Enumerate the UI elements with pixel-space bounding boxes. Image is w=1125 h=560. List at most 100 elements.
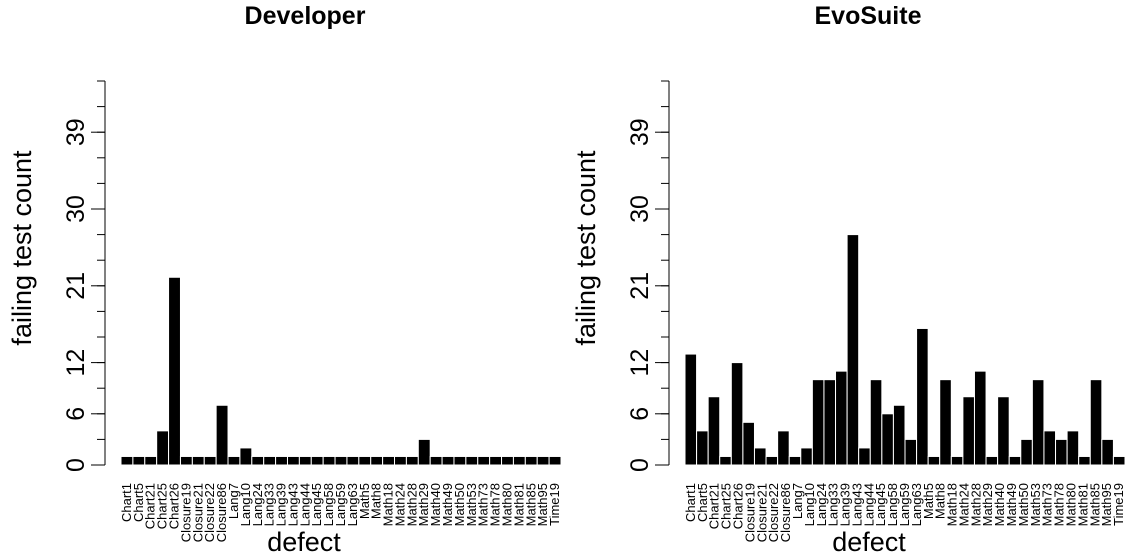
developer-x-tick-label: Lang43 bbox=[285, 483, 300, 526]
evosuite-chart-title: EvoSuite bbox=[815, 2, 922, 30]
developer-x-tick-label: Math18 bbox=[381, 483, 396, 526]
developer-x-tick-label: Chart26 bbox=[167, 483, 182, 529]
developer-bar bbox=[144, 455, 158, 466]
evosuite-bar bbox=[753, 447, 767, 466]
developer-y-tick-label: 6 bbox=[62, 407, 90, 421]
developer-x-tick-label: Math40 bbox=[428, 483, 443, 526]
developer-y-tick-label: 12 bbox=[62, 349, 90, 377]
evosuite-x-tick-label: Math29 bbox=[980, 483, 995, 526]
evosuite-bar bbox=[1101, 438, 1114, 466]
evosuite-x-tick-label: Math50 bbox=[1016, 483, 1031, 526]
evosuite-bar bbox=[950, 455, 964, 466]
developer-bar bbox=[203, 455, 217, 466]
evosuite-bar bbox=[997, 396, 1010, 466]
developer-y-tick-label: 39 bbox=[62, 118, 90, 146]
evosuite-bar bbox=[835, 370, 848, 466]
evosuite-bar bbox=[1031, 379, 1045, 466]
developer-bar bbox=[524, 455, 538, 466]
evosuite-x-tick-labels: Chart1Chart5Chart21Chart25Chart26Closure… bbox=[683, 483, 1125, 542]
evosuite-y-tick-label: 6 bbox=[626, 407, 654, 421]
evosuite-x-tick-label: Closure21 bbox=[754, 483, 769, 542]
developer-bar bbox=[239, 447, 253, 466]
developer-x-tick-label: Math24 bbox=[392, 483, 407, 526]
evosuite-bar bbox=[881, 413, 894, 466]
evosuite-x-tick-label: Chart26 bbox=[731, 483, 746, 529]
developer-bar bbox=[477, 455, 491, 466]
evosuite-x-tick-label: Chart25 bbox=[719, 483, 734, 529]
evosuite-bar bbox=[869, 379, 883, 466]
evosuite-bar bbox=[823, 379, 837, 466]
evosuite-x-tick-label: Chart1 bbox=[683, 483, 698, 522]
evosuite-x-tick-label: Lang44 bbox=[861, 483, 876, 526]
developer-bar bbox=[465, 455, 479, 466]
developer-x-tick-label: Chart1 bbox=[119, 483, 134, 522]
evosuite-x-tick-label: Math40 bbox=[992, 483, 1007, 526]
developer-bar bbox=[168, 276, 181, 466]
evosuite-x-tick-label: Chart21 bbox=[707, 483, 722, 529]
evosuite-bar bbox=[858, 447, 871, 466]
evosuite-y-axis: 0 6 12 21 30 39 bbox=[626, 80, 670, 472]
evosuite-y-tick-label: 39 bbox=[626, 118, 654, 146]
developer-bar bbox=[215, 404, 229, 466]
developer-bar bbox=[536, 455, 550, 466]
evosuite-x-tick-label: Closure86 bbox=[778, 483, 793, 542]
evosuite-x-tick-label: Math24 bbox=[956, 483, 971, 526]
developer-bar bbox=[251, 455, 265, 466]
developer-x-tick-label: Lang33 bbox=[262, 483, 277, 526]
evosuite-x-tick-label: Lang63 bbox=[909, 483, 924, 526]
developer-x-tick-label: Closure19 bbox=[178, 483, 193, 542]
developer-x-tick-label: Math85 bbox=[523, 483, 538, 526]
developer-chart-title: Developer bbox=[245, 2, 366, 30]
developer-panel: Developer failing test count defect 0 6 12… bbox=[7, 2, 562, 557]
evosuite-x-tick-label: Lang59 bbox=[897, 483, 912, 526]
developer-bar bbox=[120, 455, 134, 466]
evosuite-x-tick-label: Closure19 bbox=[742, 483, 757, 542]
evosuite-x-tick-label: Chart5 bbox=[695, 483, 710, 522]
developer-y-tick-label: 21 bbox=[62, 272, 90, 300]
evosuite-bar bbox=[939, 379, 952, 466]
evosuite-bar bbox=[800, 447, 813, 466]
developer-bar bbox=[263, 455, 277, 466]
developer-x-tick-label: Math95 bbox=[535, 483, 550, 526]
developer-bar bbox=[382, 455, 396, 466]
developer-x-tick-label: Chart25 bbox=[155, 483, 170, 529]
evosuite-x-tick-label: Lang24 bbox=[814, 483, 829, 526]
evosuite-y-tick-label: 30 bbox=[626, 195, 654, 223]
evosuite-y-tick-label: 12 bbox=[626, 349, 654, 377]
evosuite-y-axis-label: failing test count bbox=[571, 150, 601, 346]
evosuite-x-tick-label: Lang33 bbox=[826, 483, 841, 526]
developer-bars bbox=[120, 276, 562, 466]
evosuite-x-tick-label: Lang45 bbox=[873, 483, 888, 526]
developer-x-tick-labels: Chart1Chart5Chart21Chart25Chart26Closure… bbox=[119, 483, 562, 542]
evosuite-bar bbox=[707, 396, 721, 466]
evosuite-x-tick-label: Math53 bbox=[1028, 483, 1043, 526]
developer-bar bbox=[489, 455, 503, 466]
developer-bar bbox=[548, 455, 562, 466]
developer-bar bbox=[286, 455, 300, 466]
evosuite-bar bbox=[1020, 438, 1033, 466]
developer-x-tick-label: Math28 bbox=[404, 483, 419, 526]
evosuite-x-tick-label: Math49 bbox=[1004, 483, 1019, 526]
evosuite-x-tick-label: Lang10 bbox=[802, 483, 817, 526]
evosuite-bar bbox=[927, 455, 941, 466]
evosuite-bar bbox=[1089, 379, 1103, 466]
developer-y-tick-label: 30 bbox=[62, 195, 90, 223]
developer-x-tick-label: Math49 bbox=[440, 483, 455, 526]
evosuite-bar bbox=[1078, 455, 1091, 466]
evosuite-bar bbox=[777, 430, 790, 466]
evosuite-bar bbox=[973, 370, 987, 466]
evosuite-bar bbox=[1043, 430, 1057, 466]
evosuite-bar bbox=[788, 455, 802, 466]
evosuite-x-tick-label: Math78 bbox=[1052, 483, 1067, 526]
evosuite-bar bbox=[730, 362, 744, 466]
developer-bar bbox=[132, 455, 146, 466]
developer-bar bbox=[417, 438, 431, 466]
evosuite-x-tick-label: Math80 bbox=[1063, 483, 1078, 526]
developer-x-axis-label: defect bbox=[267, 527, 341, 557]
developer-bar bbox=[179, 455, 193, 466]
developer-x-tick-label: Closure22 bbox=[202, 483, 217, 542]
developer-x-tick-label: Time19 bbox=[547, 483, 562, 526]
developer-bar bbox=[512, 455, 526, 466]
developer-bar bbox=[310, 455, 324, 466]
evosuite-bar bbox=[742, 421, 755, 466]
